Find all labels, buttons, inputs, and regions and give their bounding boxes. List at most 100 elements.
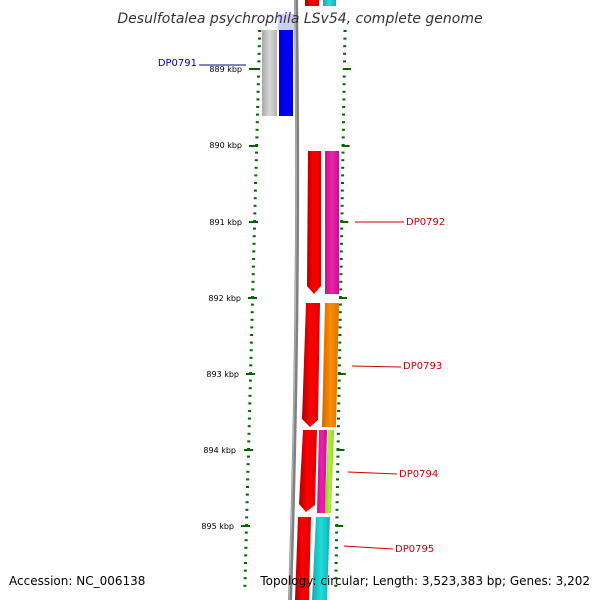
gene-label-dp0791[interactable]: DP0791 [158, 58, 197, 69]
minor-tick-left [247, 440, 251, 443]
gene-feature-magenta-dp0794[interactable] [317, 430, 327, 513]
minor-tick-left [256, 90, 260, 93]
minor-tick-right [339, 250, 343, 253]
minor-tick-left [254, 159, 258, 162]
minor-tick-left [257, 75, 260, 78]
minor-tick-left [254, 182, 258, 184]
minor-tick-left [243, 577, 247, 580]
minor-tick-right [341, 128, 345, 131]
minor-tick-left [245, 508, 249, 511]
minor-tick-right [334, 562, 338, 564]
genome-backbone [288, 0, 300, 600]
gene-feature-blue-dp0791[interactable] [279, 30, 293, 116]
minor-tick-right [336, 425, 340, 428]
gene-feature-orange-dp0793[interactable] [322, 303, 339, 427]
minor-tick-left [246, 486, 249, 488]
kbp-label-889: 889 kbp [209, 65, 242, 74]
minor-tick-left [244, 546, 248, 549]
minor-tick-right [335, 486, 339, 488]
gene-label-line-dp0793 [351, 365, 402, 368]
minor-tick-right [335, 508, 339, 511]
minor-tick-right [335, 493, 339, 496]
minor-tick-right [336, 440, 340, 443]
minor-tick-right [342, 98, 346, 101]
minor-tick-left [245, 493, 249, 496]
minor-tick-right [338, 311, 342, 314]
minor-tick-right [339, 258, 343, 260]
gene-feature-magenta-dp0792[interactable] [325, 151, 339, 294]
minor-tick-left [250, 326, 254, 329]
minor-tick-left [253, 189, 257, 192]
gene-feature-red-top[interactable] [305, 0, 319, 6]
minor-tick-right [337, 394, 341, 397]
gene-feature-lavender-top[interactable] [278, 14, 294, 30]
minor-tick-left [251, 288, 255, 291]
minor-tick-right [343, 30, 347, 32]
minor-tick-left [243, 584, 247, 587]
minor-tick-right [340, 212, 344, 215]
minor-tick-left [255, 121, 259, 124]
minor-tick-left [255, 136, 259, 139]
minor-tick-right [340, 197, 344, 200]
minor-tick-right [335, 501, 339, 504]
gene-label-dp0795[interactable]: DP0795 [395, 544, 434, 555]
minor-tick-right [337, 379, 341, 382]
minor-tick-right [338, 349, 342, 352]
gene-feature-grey-dp0791[interactable] [262, 30, 277, 116]
minor-tick-left [244, 539, 248, 542]
minor-tick-right [343, 52, 347, 55]
minor-tick-right [340, 189, 344, 192]
minor-tick-left [246, 478, 250, 481]
minor-tick-left [254, 174, 258, 177]
minor-tick-left [244, 562, 247, 564]
gene-arrow-dp0792[interactable] [307, 151, 321, 294]
minor-tick-left [247, 432, 251, 435]
minor-tick-left [250, 334, 254, 336]
minor-tick-right [340, 235, 344, 238]
map-title: Desulfotalea psychrophila LSv54, complet… [117, 11, 482, 27]
minor-tick-right [334, 569, 338, 572]
tick-ruler-left [243, 30, 262, 587]
gene-arrow-dp0795[interactable] [295, 517, 311, 600]
gene-feature-cyan-top[interactable] [323, 0, 336, 6]
minor-tick-left [248, 394, 252, 397]
minor-tick-left [252, 242, 256, 245]
minor-tick-right [339, 273, 343, 276]
gene-features [262, 0, 339, 600]
minor-tick-right [334, 584, 338, 587]
minor-tick-left [249, 356, 253, 359]
gene-feature-cyan-dp0795[interactable] [312, 517, 330, 600]
minor-tick-right [339, 288, 343, 291]
gene-arrow-dp0794[interactable] [299, 430, 317, 512]
minor-tick-left [248, 410, 252, 412]
minor-tick-left [250, 318, 254, 321]
minor-tick-left [246, 470, 250, 473]
minor-tick-right [343, 37, 347, 40]
minor-tick-right [343, 60, 346, 63]
gene-label-line-dp0794 [347, 471, 398, 475]
minor-tick-left [245, 516, 249, 519]
gene-arrow-dp0793[interactable] [302, 303, 320, 427]
gene-label-dp0793[interactable]: DP0793 [403, 361, 442, 372]
minor-tick-right [336, 478, 339, 481]
minor-tick-left [252, 250, 256, 253]
major-tick-right [336, 449, 345, 451]
minor-tick-left [256, 106, 260, 108]
minor-tick-right [338, 341, 342, 344]
minor-tick-right [341, 136, 345, 139]
minor-tick-right [342, 113, 346, 116]
minor-tick-right [336, 470, 340, 473]
minor-tick-left [257, 52, 261, 55]
minor-tick-left [246, 455, 250, 458]
minor-tick-right [340, 242, 343, 245]
gene-label-dp0794[interactable]: DP0794 [399, 469, 438, 480]
minor-tick-right [341, 159, 345, 162]
minor-tick-right [338, 326, 342, 329]
minor-tick-left [244, 554, 248, 557]
gene-label-dp0792[interactable]: DP0792 [406, 217, 445, 228]
minor-tick-left [249, 349, 253, 352]
gene-feature-lime-dp0794[interactable] [325, 430, 334, 513]
gene-label-line-dp0795 [343, 545, 394, 550]
minor-tick-left [247, 417, 251, 420]
minor-tick-right [342, 83, 346, 86]
